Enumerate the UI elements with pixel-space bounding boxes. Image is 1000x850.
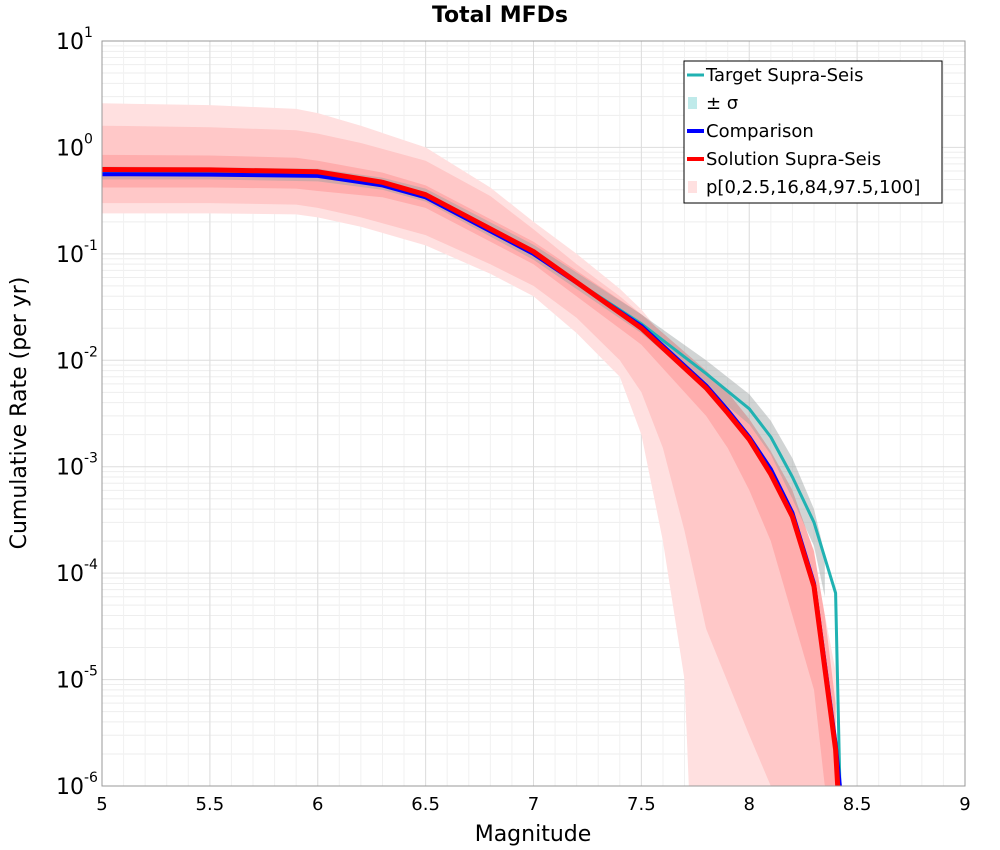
x-tick-label: 8.5 xyxy=(843,794,872,815)
y-tick-label: 10-5 xyxy=(56,664,98,694)
legend-swatch-patch xyxy=(688,181,697,193)
y-tick-base: 10 xyxy=(56,456,84,481)
series-lines xyxy=(101,167,842,787)
y-tick-base: 10 xyxy=(56,669,84,694)
y-tick-exponent: -4 xyxy=(84,557,98,573)
y-tick-exponent: -6 xyxy=(84,770,98,786)
legend-swatch-patch xyxy=(688,97,697,109)
legend: Target Supra-Seis ± σ Comparison Solution S… xyxy=(683,60,943,204)
legend-label: p[0,2.5,16,84,97.5,100] xyxy=(706,177,920,198)
y-tick-label: 10-1 xyxy=(56,238,98,268)
y-tick-exponent: 0 xyxy=(84,131,93,147)
y-tick-exponent: -2 xyxy=(84,344,98,360)
y-tick-exponent: -1 xyxy=(84,238,98,254)
x-axis-label: Magnitude xyxy=(475,822,592,847)
y-axis-label: Cumulative Rate (per yr) xyxy=(7,277,32,550)
legend-box xyxy=(683,60,943,204)
x-tick-label: 5 xyxy=(96,794,107,815)
y-tick-label: 10-3 xyxy=(56,451,98,481)
x-tick-label: 6 xyxy=(312,794,323,815)
legend-label: ± σ xyxy=(706,93,738,114)
y-tick-exponent: -5 xyxy=(84,664,98,680)
y-tick-label: 100 xyxy=(56,131,93,161)
y-tick-base: 10 xyxy=(56,775,84,800)
chart-title: Total MFDs xyxy=(432,3,568,28)
legend-label: Target Supra-Seis xyxy=(705,65,863,86)
y-tick-label: 10-6 xyxy=(56,770,98,800)
band-p2.5-p97.5 xyxy=(102,125,825,786)
y-tick-base: 10 xyxy=(56,349,84,374)
x-tick-label: 9 xyxy=(959,794,970,815)
y-tick-base: 10 xyxy=(56,136,84,161)
x-tick-labels: 5 5.5 6 6.5 7 7.5 8 8.5 9 xyxy=(96,794,970,815)
y-tick-label: 10-4 xyxy=(56,557,98,587)
x-tick-label: 7.5 xyxy=(627,794,656,815)
x-tick-label: 8 xyxy=(744,794,755,815)
y-tick-label: 101 xyxy=(56,25,93,55)
x-tick-label: 6.5 xyxy=(411,794,440,815)
y-tick-exponent: 1 xyxy=(84,25,93,41)
legend-label: Comparison xyxy=(706,121,814,142)
y-tick-base: 10 xyxy=(56,562,84,587)
legend-label: Solution Supra-Seis xyxy=(706,149,881,170)
y-tick-base: 10 xyxy=(56,243,84,268)
y-tick-base: 10 xyxy=(56,30,84,55)
x-tick-label: 5.5 xyxy=(196,794,225,815)
plot-frame xyxy=(101,40,966,787)
x-tick-label: 7 xyxy=(528,794,539,815)
y-tick-label: 10-2 xyxy=(56,344,98,374)
y-tick-exponent: -3 xyxy=(84,451,98,467)
solution-supra-seis-line xyxy=(101,167,841,787)
